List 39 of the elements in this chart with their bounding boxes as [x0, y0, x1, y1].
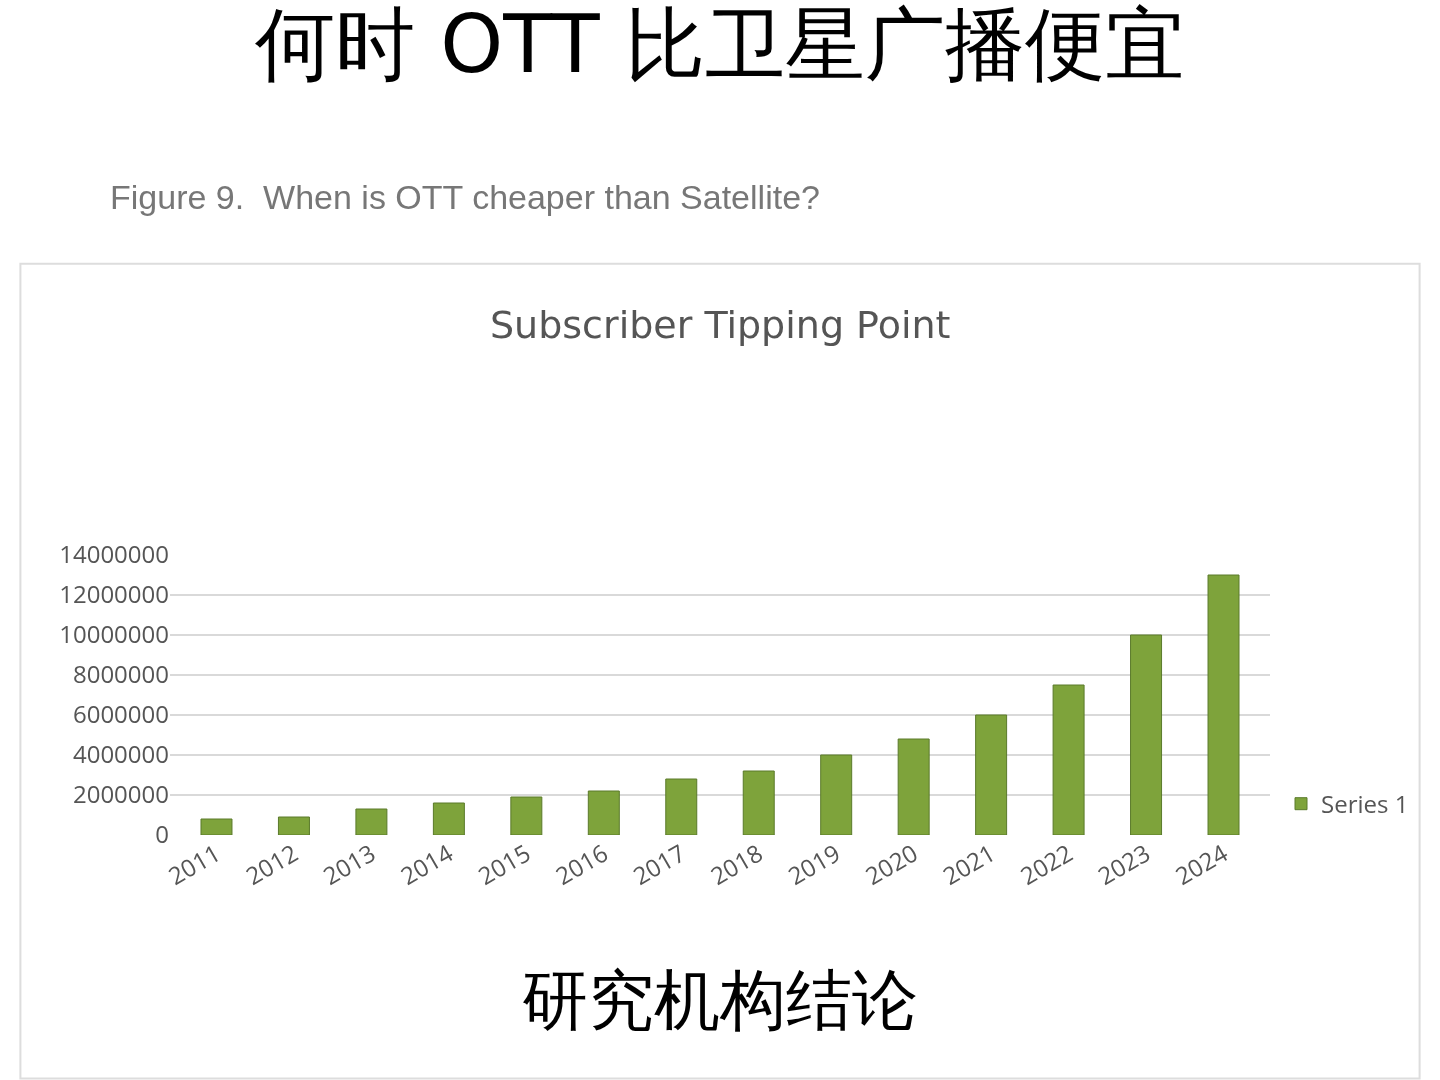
bar	[897, 738, 930, 835]
bar	[1130, 634, 1163, 835]
text: Subscriber Tipping Point	[490, 303, 951, 347]
x-tick-label: 2015	[471, 835, 536, 892]
y-tick-label: 12000000	[59, 577, 169, 611]
x-tick-label: 2013	[316, 835, 381, 892]
bar	[510, 796, 543, 835]
bar	[742, 770, 775, 835]
x-tick-label: 2019	[781, 835, 846, 892]
y-tick-label: 8000000	[72, 657, 169, 691]
bar	[820, 754, 853, 835]
bar	[1207, 574, 1240, 835]
y-tick-label: 6000000	[72, 697, 169, 731]
x-tick-label: 2023	[1091, 835, 1156, 892]
y-tick-label: 2000000	[72, 777, 169, 811]
bar	[277, 816, 310, 835]
text: 研究机构结论	[522, 962, 918, 1039]
bar	[587, 790, 620, 835]
y-tick-label: 0	[155, 817, 169, 851]
chart-subtitle: Figure 9. When is OTT cheaper than Satellite?	[110, 178, 820, 216]
x-tick-label: 2018	[704, 835, 769, 892]
x-tick-label: 2012	[239, 835, 304, 892]
x-tick-label: 2016	[549, 835, 614, 892]
x-tick-label: 2014	[394, 835, 459, 892]
x-tick-label: 2022	[1014, 835, 1079, 892]
chart-title: 何时 OTT 比卫星广播便宜	[254, 0, 1186, 92]
bar	[1052, 684, 1085, 835]
x-tick-label: 2021	[936, 835, 1001, 892]
legend-label: Series 1	[1321, 787, 1409, 821]
y-tick-label: 14000000	[59, 537, 169, 571]
bar	[200, 818, 233, 835]
bar	[975, 714, 1008, 835]
bar	[432, 802, 465, 835]
y-tick-label: 10000000	[59, 617, 169, 651]
x-tick-label: 2020	[859, 835, 924, 892]
x-tick-label: 2024	[1168, 835, 1234, 892]
bar	[665, 778, 698, 835]
y-tick-label: 4000000	[72, 737, 169, 771]
bar	[355, 808, 388, 835]
